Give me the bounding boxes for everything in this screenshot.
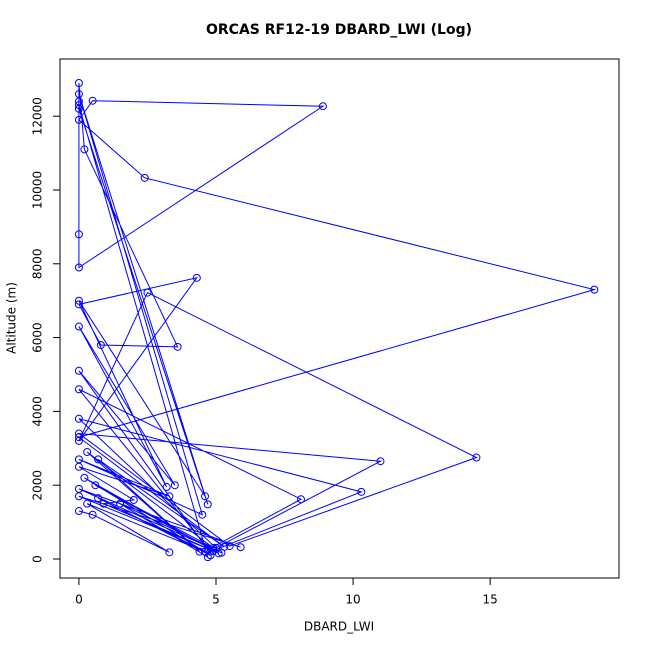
data-point bbox=[74, 322, 83, 331]
data-point bbox=[83, 499, 92, 508]
x-tick-label: 15 bbox=[483, 593, 498, 607]
data-point bbox=[162, 483, 171, 492]
data-point bbox=[590, 285, 599, 294]
data-point bbox=[99, 499, 108, 508]
y-tick-label: 4000 bbox=[31, 396, 45, 427]
data-point bbox=[116, 499, 125, 508]
data-point bbox=[203, 553, 212, 562]
data-point bbox=[83, 447, 92, 456]
data-point bbox=[74, 414, 83, 423]
data-point bbox=[225, 542, 234, 551]
data-point bbox=[217, 548, 226, 557]
y-tick-label: 8000 bbox=[31, 249, 45, 280]
data-point bbox=[143, 288, 152, 297]
data-point bbox=[357, 487, 366, 496]
data-point bbox=[74, 385, 83, 394]
data-point bbox=[74, 429, 83, 438]
data-point bbox=[74, 263, 83, 272]
y-tick-label: 2000 bbox=[31, 470, 45, 501]
data-point bbox=[80, 145, 89, 154]
series-line bbox=[77, 82, 597, 559]
data-point bbox=[74, 230, 83, 239]
data-point bbox=[74, 366, 83, 375]
data-point bbox=[74, 101, 83, 110]
x-axis-label: DBARD_LWI bbox=[304, 620, 374, 634]
data-point bbox=[203, 500, 212, 509]
data-point bbox=[195, 547, 204, 556]
y-axis-label: Altitude (m) bbox=[5, 282, 19, 354]
data-point bbox=[376, 457, 385, 466]
data-point bbox=[74, 97, 83, 106]
data-point bbox=[209, 546, 218, 555]
plot-frame bbox=[59, 58, 620, 579]
data-point bbox=[201, 492, 210, 501]
data-point bbox=[80, 473, 89, 482]
data-point bbox=[74, 300, 83, 309]
data-point bbox=[165, 492, 174, 501]
x-tick-label: 10 bbox=[345, 593, 360, 607]
data-point bbox=[140, 173, 149, 182]
data-point bbox=[74, 507, 83, 516]
data-point bbox=[74, 484, 83, 493]
data-point bbox=[96, 340, 105, 349]
data-point bbox=[74, 462, 83, 471]
data-point bbox=[296, 495, 305, 504]
data-point bbox=[236, 543, 245, 552]
y-tick-label: 12000 bbox=[31, 97, 45, 135]
data-point bbox=[94, 455, 103, 464]
data-point bbox=[91, 481, 100, 490]
data-point bbox=[88, 96, 97, 105]
data-point bbox=[170, 481, 179, 490]
data-point bbox=[74, 78, 83, 87]
data-point bbox=[472, 453, 481, 462]
data-point bbox=[192, 273, 201, 282]
data-point bbox=[129, 495, 138, 504]
data-point bbox=[74, 115, 83, 124]
data-point bbox=[318, 102, 327, 111]
data-point bbox=[74, 296, 83, 305]
data-point bbox=[74, 433, 83, 442]
y-tick-label: 6000 bbox=[31, 322, 45, 353]
data-point bbox=[88, 510, 97, 519]
data-point bbox=[94, 494, 103, 503]
data-point bbox=[198, 510, 207, 519]
x-tick-label: 5 bbox=[212, 593, 220, 607]
chart-title: ORCAS RF12-19 DBARD_LWI (Log) bbox=[206, 22, 472, 38]
data-point bbox=[165, 548, 174, 557]
x-tick-label: 0 bbox=[75, 593, 83, 607]
data-point bbox=[173, 342, 182, 351]
y-tick-label: 0 bbox=[31, 555, 45, 563]
y-tick-label: 10000 bbox=[31, 171, 45, 209]
